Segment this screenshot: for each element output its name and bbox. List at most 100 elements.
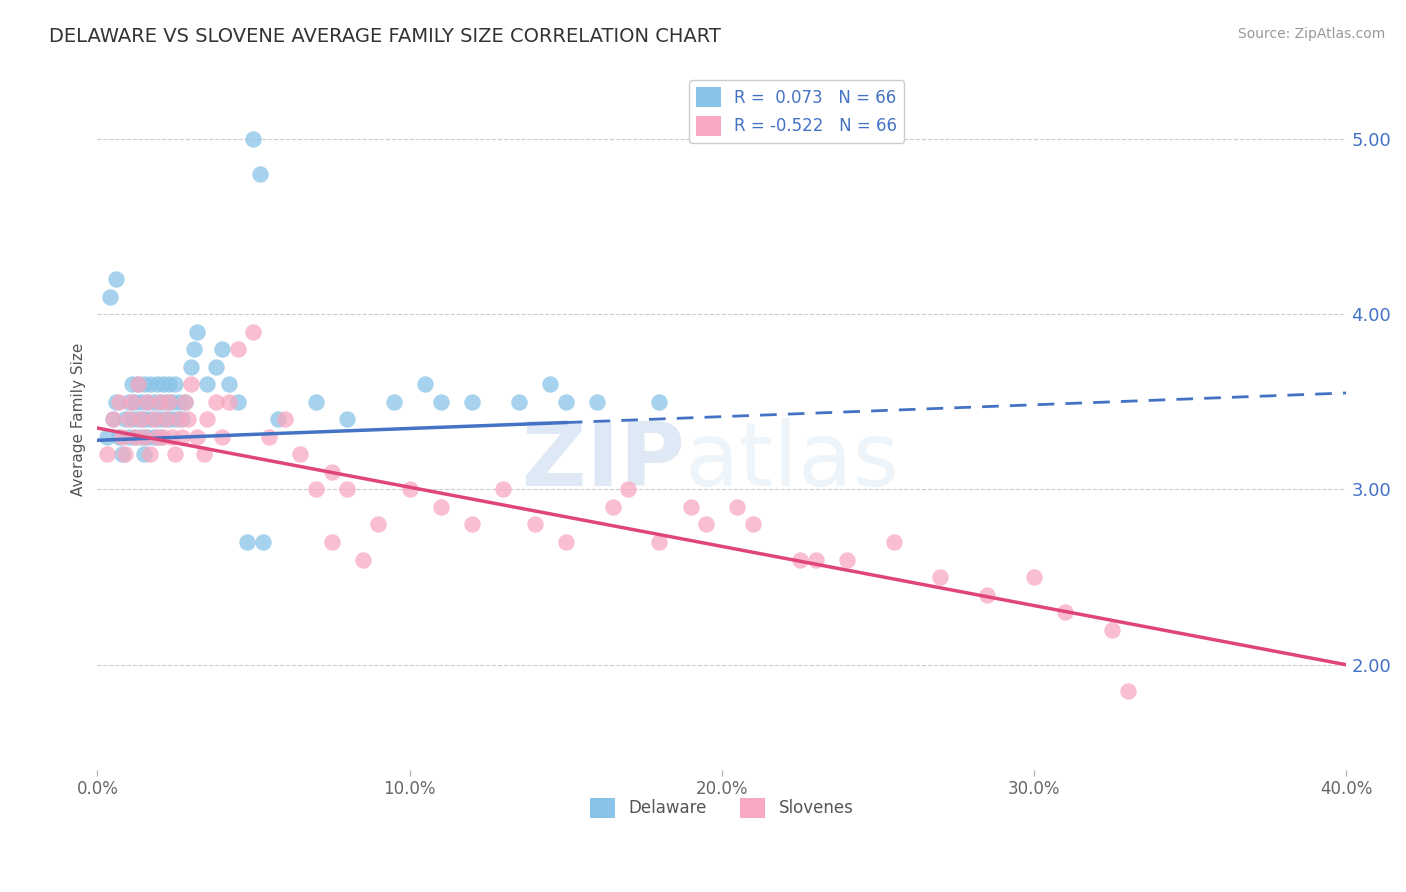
Point — [145, 377, 167, 392]
Point — [461, 394, 484, 409]
Point — [136, 394, 159, 409]
Point — [398, 483, 420, 497]
Point — [413, 377, 436, 392]
Point — [186, 325, 208, 339]
Legend: Delaware, Slovenes: Delaware, Slovenes — [583, 791, 860, 825]
Point — [170, 430, 193, 444]
Point — [430, 394, 453, 409]
Point — [648, 394, 671, 409]
Point — [1116, 684, 1139, 698]
Point — [124, 430, 146, 444]
Point — [252, 535, 274, 549]
Point — [804, 552, 827, 566]
Point — [117, 430, 139, 444]
Point — [157, 377, 180, 392]
Point — [195, 377, 218, 392]
Point — [382, 394, 405, 409]
Point — [111, 447, 134, 461]
Point — [236, 535, 259, 549]
Text: Source: ZipAtlas.com: Source: ZipAtlas.com — [1237, 27, 1385, 41]
Point — [695, 517, 717, 532]
Point — [218, 394, 240, 409]
Point — [157, 394, 180, 409]
Point — [180, 377, 202, 392]
Point — [145, 412, 167, 426]
Point — [167, 394, 190, 409]
Point — [1101, 623, 1123, 637]
Point — [124, 430, 146, 444]
Point — [211, 430, 233, 444]
Point — [129, 430, 152, 444]
Point — [165, 447, 187, 461]
Point — [218, 377, 240, 392]
Point — [117, 412, 139, 426]
Point — [170, 412, 193, 426]
Point — [586, 394, 609, 409]
Point — [108, 430, 131, 444]
Point — [180, 359, 202, 374]
Text: atlas: atlas — [685, 417, 900, 505]
Point — [321, 535, 343, 549]
Point — [430, 500, 453, 514]
Point — [136, 394, 159, 409]
Point — [352, 552, 374, 566]
Point — [193, 447, 215, 461]
Point — [162, 430, 184, 444]
Point — [101, 412, 124, 426]
Point — [226, 342, 249, 356]
Point — [257, 430, 280, 444]
Point — [96, 447, 118, 461]
Point — [538, 377, 561, 392]
Point — [508, 394, 530, 409]
Point — [149, 430, 172, 444]
Point — [105, 272, 128, 286]
Point — [139, 412, 162, 426]
Point — [155, 394, 177, 409]
Point — [305, 483, 328, 497]
Point — [1024, 570, 1046, 584]
Point — [108, 394, 131, 409]
Point — [976, 588, 998, 602]
Point — [149, 394, 172, 409]
Point — [142, 430, 165, 444]
Point — [134, 447, 156, 461]
Point — [305, 394, 328, 409]
Point — [242, 131, 264, 145]
Point — [186, 430, 208, 444]
Point — [336, 412, 359, 426]
Point — [152, 412, 174, 426]
Point — [114, 412, 136, 426]
Point — [929, 570, 952, 584]
Point — [336, 483, 359, 497]
Point — [165, 412, 187, 426]
Point — [117, 394, 139, 409]
Point — [367, 517, 389, 532]
Point — [157, 412, 180, 426]
Point — [149, 394, 172, 409]
Point — [139, 447, 162, 461]
Point — [129, 412, 152, 426]
Point — [1054, 605, 1077, 619]
Point — [648, 535, 671, 549]
Point — [152, 377, 174, 392]
Point — [290, 447, 312, 461]
Point — [134, 430, 156, 444]
Point — [98, 289, 121, 303]
Point — [111, 430, 134, 444]
Point — [249, 167, 271, 181]
Point — [461, 517, 484, 532]
Point — [492, 483, 515, 497]
Point — [155, 412, 177, 426]
Point — [142, 394, 165, 409]
Point — [679, 500, 702, 514]
Y-axis label: Average Family Size: Average Family Size — [72, 343, 86, 496]
Point — [205, 359, 228, 374]
Point — [145, 430, 167, 444]
Point — [321, 465, 343, 479]
Point — [211, 342, 233, 356]
Point — [124, 394, 146, 409]
Point — [617, 483, 640, 497]
Point — [205, 394, 228, 409]
Point — [195, 412, 218, 426]
Point — [136, 430, 159, 444]
